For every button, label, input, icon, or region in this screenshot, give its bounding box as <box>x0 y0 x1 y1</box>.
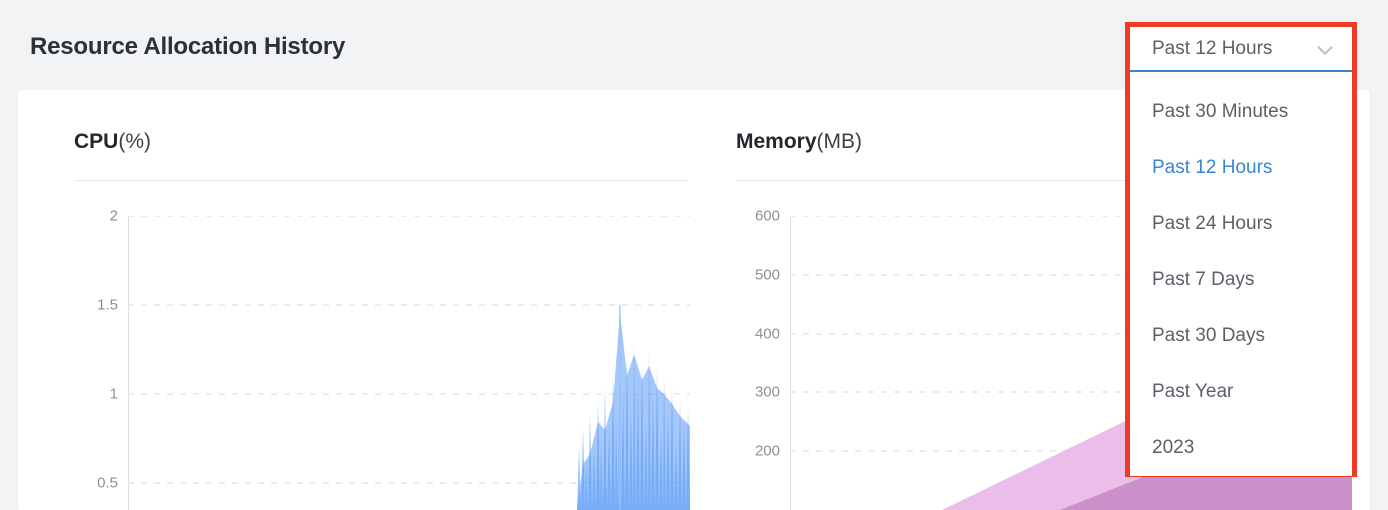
time-range-option-past-24-hours[interactable]: Past 24 Hours <box>1152 213 1273 234</box>
memory-chart-title-unit: (MB) <box>816 130 863 153</box>
memory-chart-title: Memory(MB) <box>736 130 862 154</box>
time-range-option-past-30-minutes[interactable]: Past 30 Minutes <box>1152 101 1289 122</box>
time-range-dropdown-trigger[interactable]: Past 12 Hours <box>1130 27 1352 72</box>
cpu-chart-divider <box>74 180 688 181</box>
time-range-dropdown-menu[interactable]: Past 30 Minutes Past 12 Hours Past 24 Ho… <box>1130 72 1352 476</box>
memory-ytick-300: 300 <box>754 383 780 401</box>
memory-y-axis: 600 500 400 300 200 <box>718 208 780 510</box>
time-range-option-past-year[interactable]: Past Year <box>1152 381 1234 402</box>
memory-chart-title-main: Memory <box>736 130 817 153</box>
cpu-ytick-0_5: 0.5 <box>97 474 118 492</box>
cpu-series-cpu <box>577 305 690 510</box>
cpu-chart-title: CPU(%) <box>74 130 151 154</box>
cpu-ytick-1: 1 <box>109 385 118 403</box>
time-range-dropdown[interactable]: Past 12 Hours Past 30 Minutes Past 12 Ho… <box>1125 22 1357 477</box>
cpu-chart-title-unit: (%) <box>118 130 152 153</box>
time-range-option-2023[interactable]: 2023 <box>1152 437 1195 458</box>
memory-chart-divider <box>736 180 1350 181</box>
time-range-option-past-30-days[interactable]: Past 30 Days <box>1152 325 1265 346</box>
cpu-plot-area <box>128 216 690 510</box>
memory-ytick-500: 500 <box>754 266 780 284</box>
time-range-option-past-7-days[interactable]: Past 7 Days <box>1152 269 1255 290</box>
cpu-chart-title-main: CPU <box>74 130 119 153</box>
cpu-ytick-1_5: 1.5 <box>97 296 118 314</box>
cpu-y-axis: 2 1.5 1 0.5 <box>56 208 118 510</box>
page-title: Resource Allocation History <box>30 33 346 60</box>
cpu-plot-svg <box>128 216 690 510</box>
cpu-chart: CPU(%) 2 1.5 1 0.5 <box>56 90 690 510</box>
chevron-down-icon <box>1317 46 1333 55</box>
time-range-selected-value: Past 12 Hours <box>1152 37 1273 59</box>
time-range-option-past-12-hours[interactable]: Past 12 Hours <box>1152 157 1273 178</box>
memory-ytick-600: 600 <box>754 207 780 225</box>
cpu-ytick-2: 2 <box>109 207 118 225</box>
memory-ytick-400: 400 <box>754 325 780 343</box>
memory-ytick-200: 200 <box>754 442 780 460</box>
